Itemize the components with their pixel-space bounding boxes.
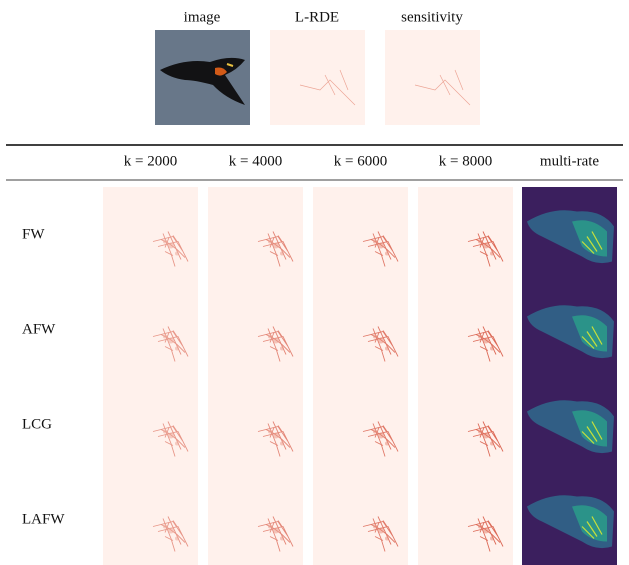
multi-rate-map bbox=[522, 475, 617, 563]
multi-rate-map bbox=[522, 380, 617, 468]
column-header: k = 2000 bbox=[124, 153, 177, 169]
top-label: sensitivity bbox=[401, 9, 463, 25]
row-label: LCG bbox=[22, 416, 52, 432]
column-header: k = 4000 bbox=[229, 153, 282, 169]
row-label: AFW bbox=[22, 321, 56, 337]
top-label: image bbox=[184, 9, 221, 25]
thumbnail bbox=[155, 30, 250, 125]
multi-rate-map bbox=[522, 285, 617, 373]
top-label: L-RDE bbox=[295, 9, 339, 25]
column-header: multi-rate bbox=[540, 153, 599, 169]
column-header: k = 6000 bbox=[334, 153, 387, 169]
row-label: FW bbox=[22, 226, 45, 242]
heatmap-bg bbox=[385, 30, 480, 125]
heatmap-strip bbox=[208, 187, 303, 565]
multi-rate-map bbox=[522, 190, 617, 278]
row-label: LAFW bbox=[22, 511, 65, 527]
heatmap-strip bbox=[313, 187, 408, 565]
heatmap-strip bbox=[418, 187, 513, 565]
column-header: k = 8000 bbox=[439, 153, 492, 169]
heatmap-bg bbox=[270, 30, 365, 125]
heatmap-strip bbox=[103, 187, 198, 565]
